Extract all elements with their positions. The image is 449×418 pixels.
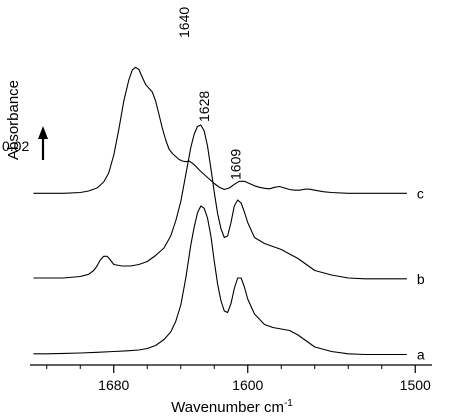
- y-axis-label: Absorbance: [5, 80, 22, 160]
- x-tick-label: 1500: [400, 377, 431, 393]
- series-layer: [33, 66, 407, 356]
- series-label-b: b: [417, 271, 425, 287]
- peak-label-1640: 1640: [176, 7, 192, 38]
- trace-labels: a b c: [417, 185, 425, 362]
- x-ticks: 1680 1600 1500: [46, 365, 431, 393]
- series-label-c: c: [417, 185, 424, 201]
- scale-bar-arrow: [38, 126, 48, 160]
- x-tick-label: 1600: [232, 377, 263, 393]
- x-axis-label-text: Wavenumber cm: [171, 399, 284, 416]
- scale-bar-label: 0.02: [2, 138, 29, 154]
- peak-labels: 1640 1628 1609: [176, 7, 244, 180]
- series-line-a: [33, 205, 407, 356]
- x-tick-label: 1680: [98, 377, 129, 393]
- series-label-a: a: [417, 347, 425, 363]
- peak-label-1628: 1628: [196, 91, 212, 122]
- x-axis-label-superscript: -1: [284, 398, 293, 409]
- series-line-b: [33, 124, 407, 280]
- x-axis-label: Wavenumber cm-1: [171, 398, 293, 416]
- scale-bar-arrow-head: [38, 126, 48, 139]
- peak-label-1609: 1609: [228, 149, 244, 180]
- series-line-c: [33, 66, 407, 194]
